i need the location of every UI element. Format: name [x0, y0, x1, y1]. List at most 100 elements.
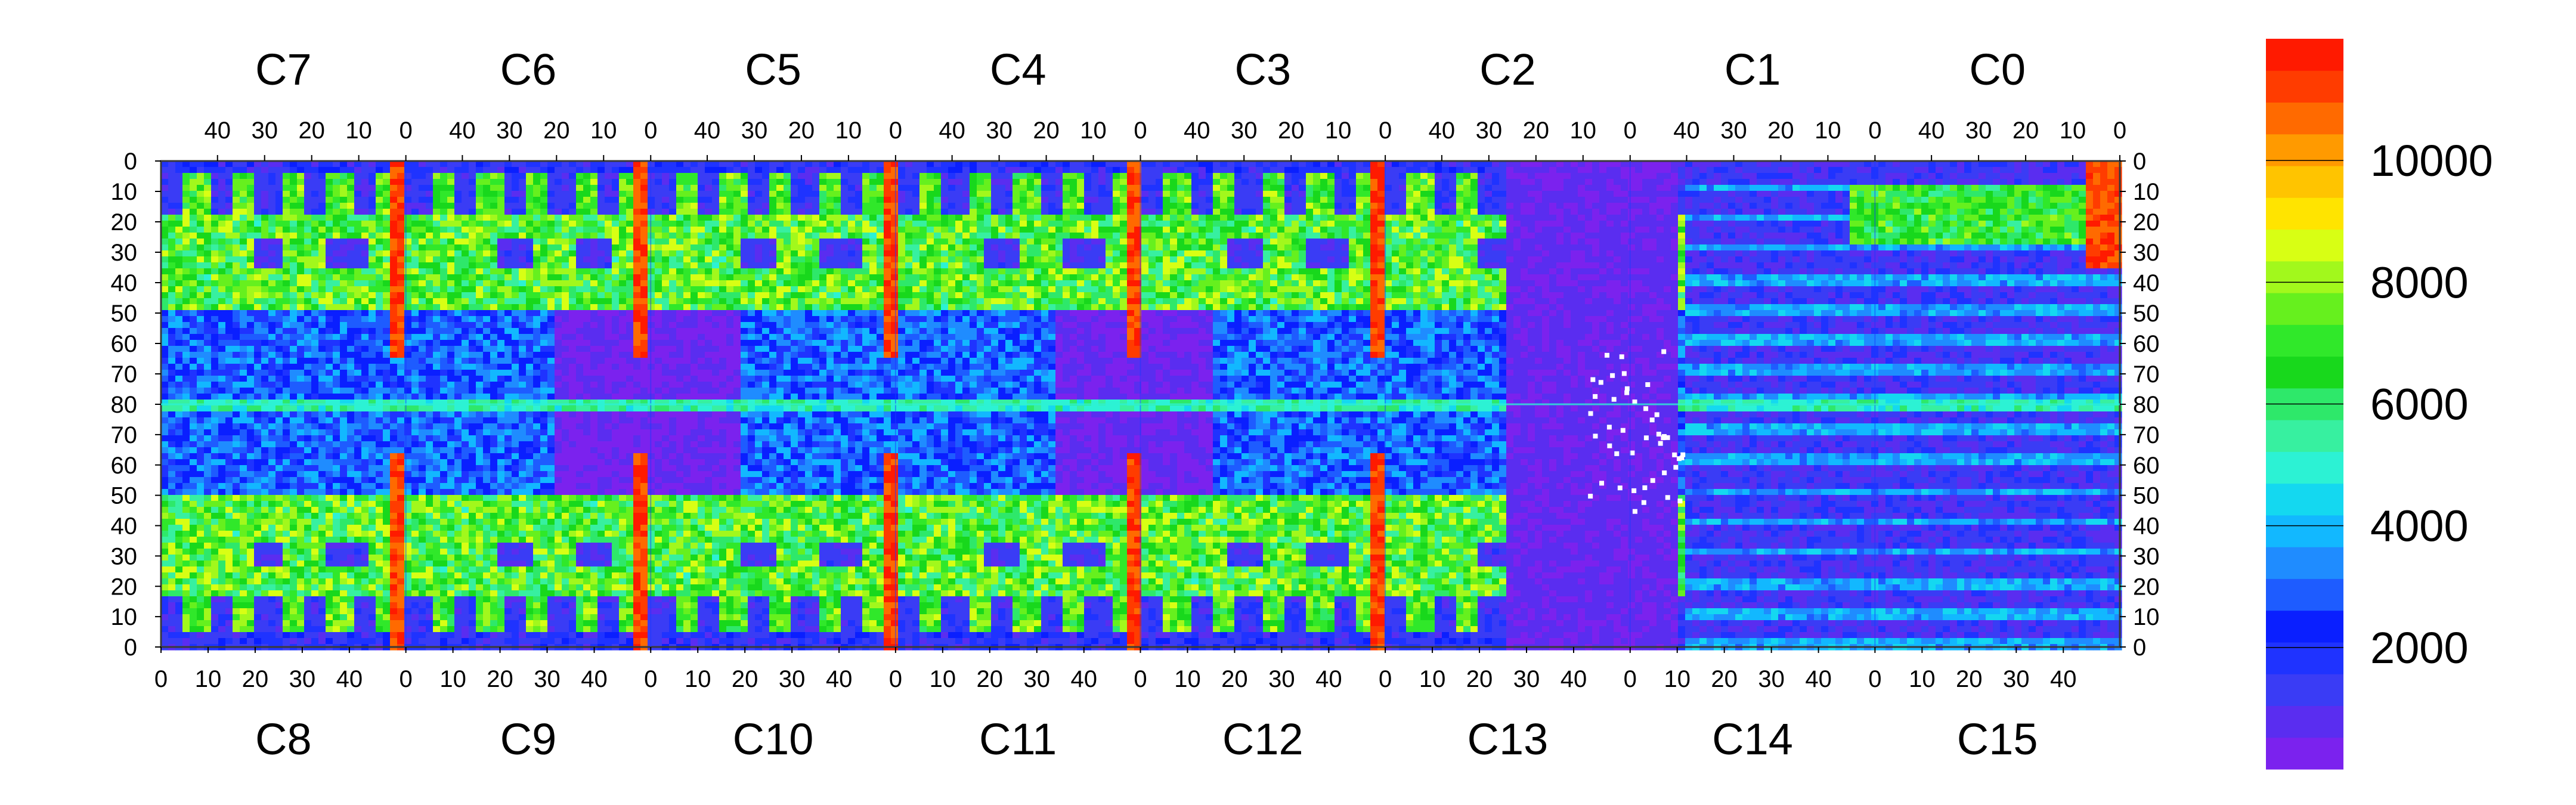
heatmap-cell	[1063, 197, 1070, 203]
heatmap-cell	[2050, 179, 2058, 185]
heatmap-cell	[712, 167, 720, 174]
heatmap-cell	[597, 221, 605, 227]
heatmap-cell	[1692, 215, 1700, 221]
heatmap-cell	[1106, 167, 1113, 174]
heatmap-cell	[633, 215, 641, 221]
heatmap-cell	[404, 250, 412, 257]
heatmap-cell	[2093, 203, 2101, 209]
heatmap-cell	[762, 239, 770, 245]
heatmap-cell	[1420, 173, 1428, 179]
heatmap-cell	[1900, 161, 1908, 168]
heatmap-cell	[669, 173, 677, 179]
heatmap-cell	[1456, 221, 1464, 227]
heatmap-cell	[2064, 167, 2072, 174]
heatmap-cell	[1628, 203, 1636, 209]
heatmap-cell	[390, 256, 398, 263]
heatmap-cell	[411, 250, 419, 257]
heatmap-cell	[1642, 191, 1650, 197]
heatmap-cell	[1284, 262, 1292, 269]
heatmap-cell	[469, 227, 476, 233]
heatmap-cell	[891, 239, 899, 245]
heatmap-cell	[1750, 203, 1757, 209]
heatmap-cell	[1313, 221, 1321, 227]
heatmap-cell	[1928, 203, 1936, 209]
heatmap-cell	[175, 233, 183, 239]
heatmap-cell	[1449, 227, 1457, 233]
heatmap-cell	[934, 239, 942, 245]
heatmap-cell	[2107, 161, 2115, 168]
heatmap-cell	[1256, 209, 1264, 215]
heatmap-cell	[662, 203, 670, 209]
heatmap-cell	[1478, 191, 1485, 197]
heatmap-cell	[440, 268, 448, 275]
heatmap-cell	[275, 221, 283, 227]
heatmap-cell	[776, 244, 784, 251]
heatmap-cell	[1241, 167, 1249, 174]
heatmap-cell	[1657, 185, 1664, 191]
heatmap-cell	[497, 268, 505, 275]
heatmap-cell	[705, 173, 713, 179]
heatmap-cell	[1535, 262, 1543, 269]
heatmap-cell	[311, 256, 319, 263]
heatmap-cell	[970, 179, 977, 185]
heatmap-cell	[662, 209, 670, 215]
heatmap-cell	[1807, 239, 1815, 245]
heatmap-cell	[812, 239, 820, 245]
heatmap-cell	[340, 268, 348, 275]
heatmap-cell	[1521, 209, 1528, 215]
heatmap-cell	[826, 262, 834, 269]
heatmap-cell	[927, 256, 934, 263]
heatmap-cell	[1277, 167, 1285, 174]
heatmap-cell	[419, 262, 426, 269]
heatmap-cell	[640, 209, 648, 215]
heatmap-cell	[1463, 239, 1471, 245]
heatmap-cell	[1785, 173, 1793, 179]
heatmap-cell	[1013, 262, 1020, 269]
heatmap-cell	[905, 179, 913, 185]
heatmap-cell	[1428, 244, 1435, 251]
heatmap-cell	[1750, 185, 1757, 191]
heatmap-cell	[605, 268, 612, 275]
heatmap-cell	[190, 197, 197, 203]
heatmap-cell	[662, 233, 670, 239]
heatmap-cell	[1027, 221, 1035, 227]
heatmap-cell	[862, 244, 870, 251]
heatmap-cell	[1163, 167, 1171, 174]
heatmap-cell	[1349, 227, 1357, 233]
heatmap-cell	[955, 209, 963, 215]
heatmap-cell	[898, 250, 906, 257]
heatmap-cell	[540, 233, 548, 239]
heatmap-cell	[2007, 161, 2015, 168]
heatmap-cell	[1156, 227, 1163, 233]
heatmap-cell	[812, 209, 820, 215]
heatmap-cell	[1979, 173, 1986, 179]
heatmap-cell	[633, 244, 641, 251]
heatmap-cell	[1055, 233, 1063, 239]
heatmap-cell	[955, 244, 963, 251]
heatmap-cell	[2100, 233, 2108, 239]
heatmap-cell	[426, 233, 434, 239]
heatmap-cell	[2100, 191, 2108, 197]
heatmap-cell	[2029, 185, 2036, 191]
heatmap-cell	[719, 161, 727, 168]
heatmap-cell	[512, 256, 519, 263]
heatmap-cell	[583, 227, 591, 233]
heatmap-cell	[562, 185, 569, 191]
heatmap-cell	[1678, 191, 1686, 197]
heatmap-cell	[1113, 239, 1120, 245]
heatmap-cell	[1199, 250, 1206, 257]
heatmap-cell	[504, 256, 512, 263]
heatmap-cell	[583, 203, 591, 209]
heatmap-cell	[1327, 179, 1335, 185]
heatmap-cell	[2100, 185, 2108, 191]
heatmap-cell	[1363, 191, 1371, 197]
heatmap-cell	[1635, 221, 1643, 227]
heatmap-cell	[569, 167, 577, 174]
heatmap-cell	[1943, 233, 1950, 239]
heatmap-cell	[411, 209, 419, 215]
heatmap-cell	[2050, 256, 2058, 263]
heatmap-cell	[1900, 233, 1908, 239]
heatmap-cell	[812, 233, 820, 239]
heatmap-cell	[197, 239, 205, 245]
heatmap-cell	[247, 209, 255, 215]
